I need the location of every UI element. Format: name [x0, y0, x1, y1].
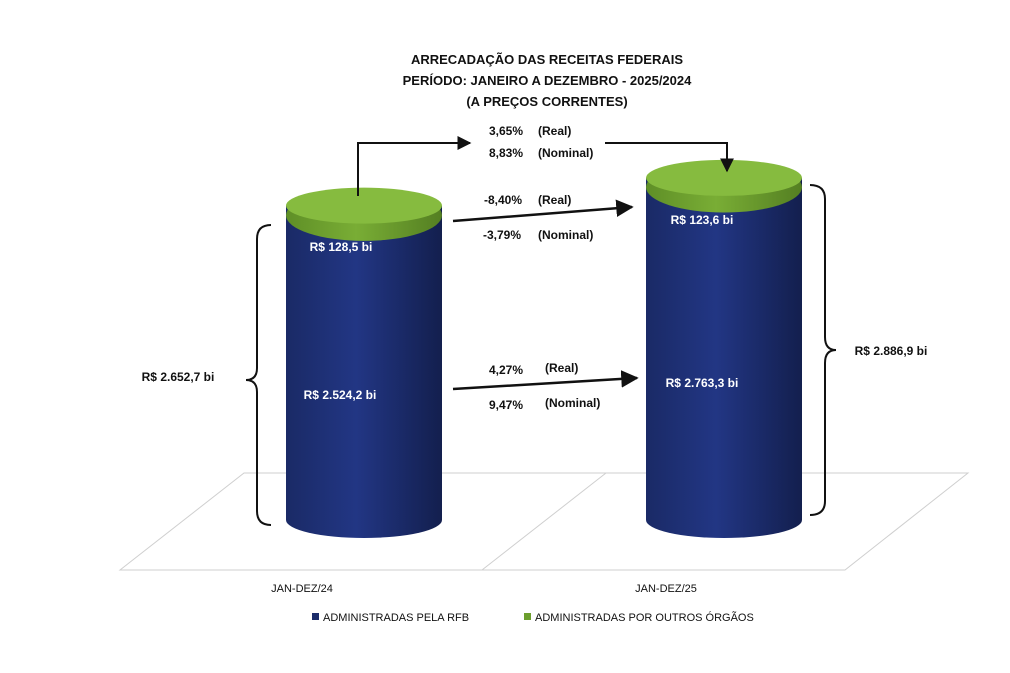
bar-rfb-2025	[646, 177, 802, 538]
total-label-2024: R$ 2.652,7 bi	[142, 370, 215, 384]
data-label-rfb-2025: R$ 2.763,3 bi	[666, 376, 739, 390]
legend: ADMINISTRADAS PELA RFB ADMINISTRADAS POR…	[312, 611, 754, 624]
var-outros-nominal-label: (Nominal)	[538, 228, 593, 242]
chart-title-line-2: PERÍODO: JANEIRO A DEZEMBRO - 2025/2024	[403, 73, 692, 88]
brace-2024	[245, 224, 272, 526]
cylinder-2024	[286, 187, 442, 538]
var-total-nominal: 8,83%	[489, 146, 523, 160]
cylinder-2025	[646, 159, 802, 538]
var-rfb-nominal-label: (Nominal)	[545, 396, 600, 410]
chart-title-line-1: ARRECADAÇÃO DAS RECEITAS FEDERAIS	[411, 52, 683, 67]
var-outros-real-label: (Real)	[538, 193, 571, 207]
bar-rfb-2024	[286, 205, 442, 538]
data-label-outros-2024: R$ 128,5 bi	[310, 240, 373, 254]
legend-swatch-outros	[524, 613, 531, 620]
var-outros-real: -8,40%	[484, 193, 522, 207]
arrow-total-end	[605, 142, 734, 173]
var-rfb-nominal: 9,47%	[489, 398, 523, 412]
category-label-2024: JAN-DEZ/24	[271, 583, 333, 595]
var-rfb-real: 4,27%	[489, 363, 523, 377]
category-label-2025: JAN-DEZ/25	[635, 583, 697, 595]
var-total-real-label: (Real)	[538, 124, 571, 138]
var-rfb-real-label: (Real)	[545, 361, 578, 375]
chart-floor	[118, 472, 970, 571]
total-label-2025: R$ 2.886,9 bi	[855, 344, 928, 358]
data-label-rfb-2024: R$ 2.524,2 bi	[304, 388, 377, 402]
arrow-rfb	[452, 370, 639, 391]
legend-label-rfb: ADMINISTRADAS PELA RFB	[323, 612, 469, 624]
var-total-nominal-label: (Nominal)	[538, 146, 593, 160]
chart-title-line-3: (A PREÇOS CORRENTES)	[466, 94, 627, 109]
legend-swatch-rfb	[312, 613, 319, 620]
var-outros-nominal: -3,79%	[483, 228, 521, 242]
arrow-total	[357, 136, 472, 196]
var-total-real: 3,65%	[489, 124, 523, 138]
bar-top-2024	[286, 187, 442, 224]
legend-label-outros: ADMINISTRADAS POR OUTROS ÓRGÃOS	[535, 611, 754, 624]
brace-2025	[809, 184, 837, 516]
data-label-outros-2025: R$ 123,6 bi	[671, 213, 734, 227]
arrow-outros	[452, 199, 634, 223]
bar-top-2025	[646, 159, 802, 196]
